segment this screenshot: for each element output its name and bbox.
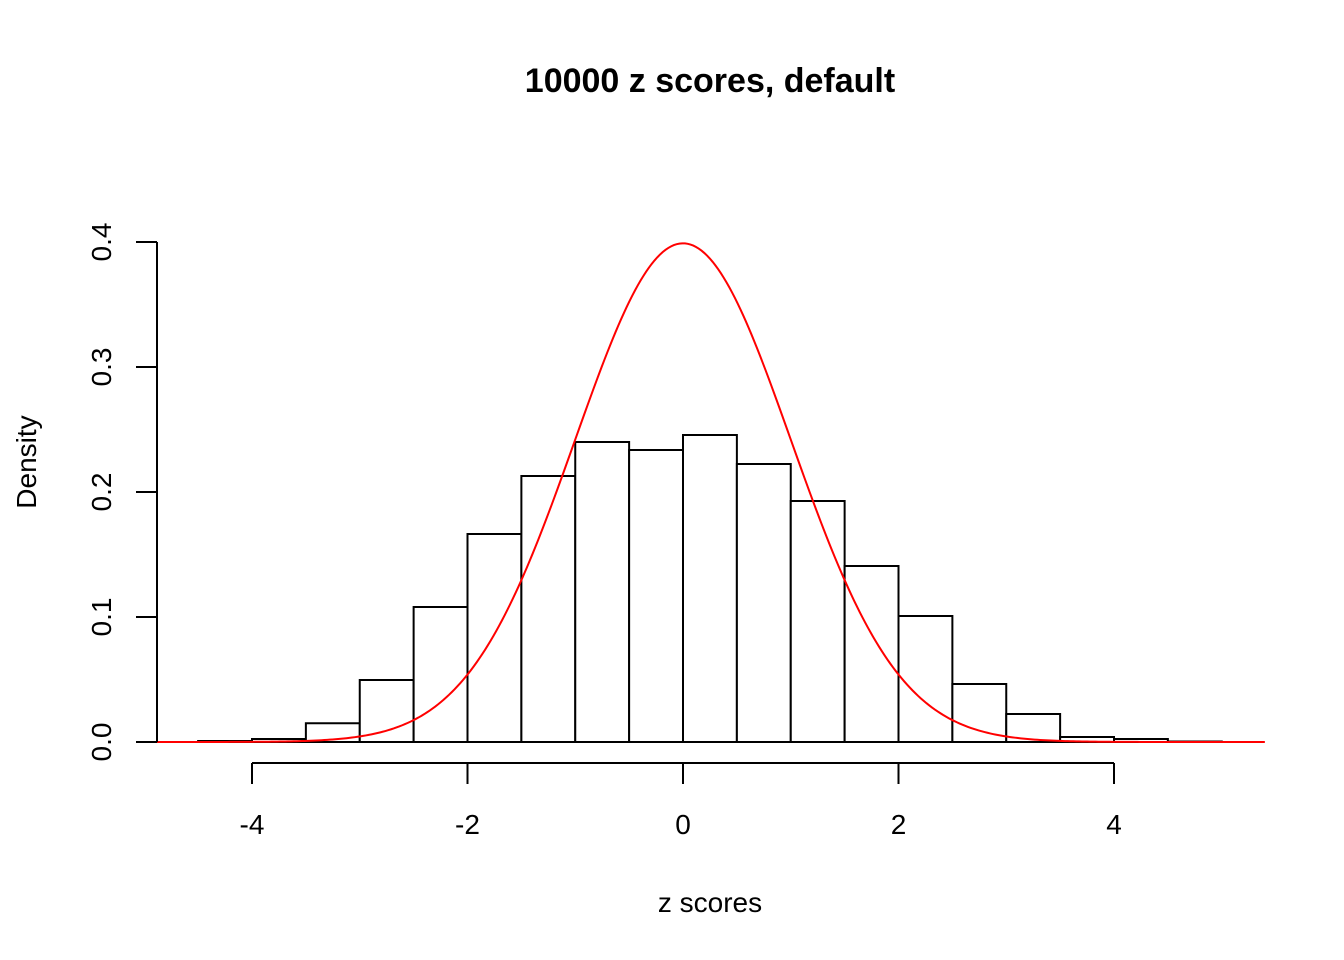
x-tick-label: 0 (675, 809, 691, 840)
y-tick-label: 0.1 (86, 598, 117, 637)
histogram-bar (897, 615, 954, 743)
x-axis-label: z scores (658, 887, 762, 918)
y-tick-label: 0.0 (86, 723, 117, 762)
histogram-bar (735, 463, 792, 743)
histogram-bar (412, 606, 469, 743)
histogram-bar (358, 679, 415, 743)
x-tick-label: 2 (891, 809, 907, 840)
x-tick-label: 4 (1106, 809, 1122, 840)
y-tick-label: 0.2 (86, 473, 117, 512)
histogram-bar (574, 441, 631, 743)
histogram-bar (466, 533, 523, 743)
y-tick-label: 0.4 (86, 223, 117, 262)
chart-title: 10000 z scores, default (525, 62, 895, 100)
y-axis: 0.0 0.1 0.2 0.3 0.4 (86, 223, 158, 762)
y-tick-label: 0.3 (86, 348, 117, 387)
normal-density-curve (155, 242, 1265, 743)
histogram-bar (628, 449, 684, 743)
x-axis: -4 -2 0 2 4 (240, 762, 1122, 840)
x-tick-label: -4 (240, 809, 265, 840)
histogram-bar (520, 475, 577, 743)
bars (197, 434, 1223, 743)
histogram-bar (843, 565, 900, 743)
y-axis-label: Density (11, 415, 42, 508)
histogram-bar (789, 500, 846, 743)
x-tick-label: -2 (455, 809, 480, 840)
histogram-bar (682, 434, 738, 743)
histogram-bar (951, 683, 1008, 743)
